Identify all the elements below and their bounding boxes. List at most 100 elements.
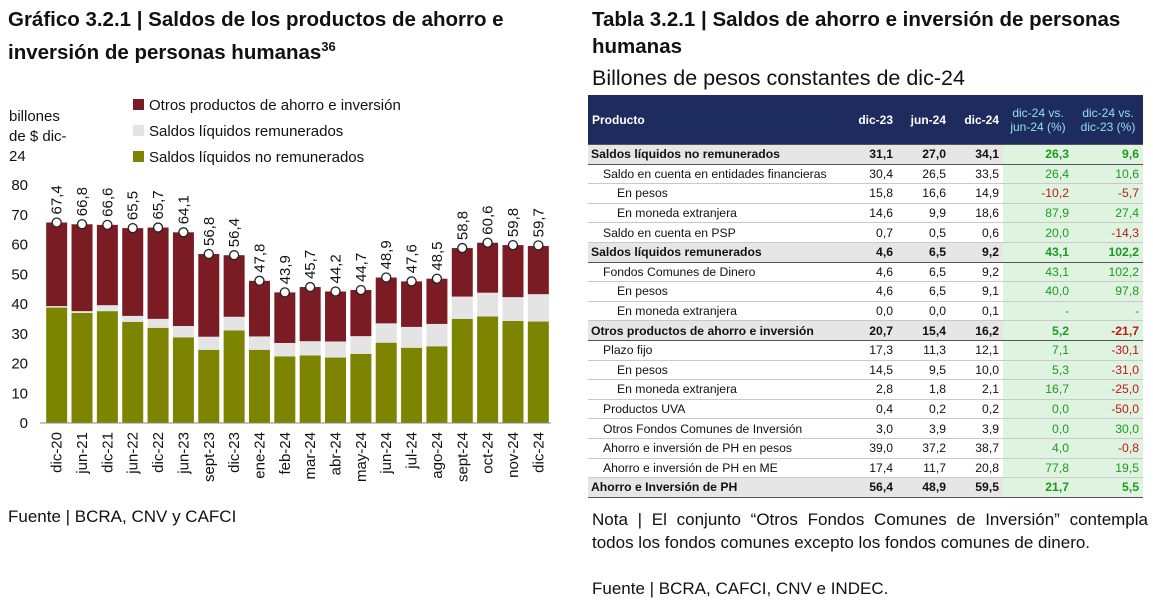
- cell-value: 20,0: [1003, 222, 1073, 243]
- bar-segment: [96, 224, 118, 306]
- x-tick-label: may-24: [353, 432, 370, 482]
- cell-value: 30,4: [843, 164, 897, 185]
- cell-value: 9,2: [950, 262, 1003, 283]
- table-row: Ahorro e inversión de PH en pesos 39,0 37,…: [588, 438, 1143, 459]
- bar-segment: [477, 242, 499, 293]
- table-row: En moneda extranjera 14,6 9,9 18,6 87,9 27,4: [588, 203, 1143, 224]
- bar-segment: [248, 349, 270, 423]
- y-tick-label: 10: [11, 385, 28, 402]
- bar-segment: [426, 278, 448, 324]
- cell-value: 17,4: [843, 458, 897, 479]
- total-label: 44,7: [353, 253, 370, 282]
- cell-value: -0,8: [1073, 438, 1143, 459]
- cell-value: 0,0: [1003, 418, 1073, 439]
- cell-value: -31,0: [1073, 360, 1143, 381]
- cell-value: 14,9: [950, 183, 1003, 204]
- cell-value: 12,1: [950, 340, 1003, 361]
- row-label: En pesos: [588, 360, 843, 381]
- table-subtitle: Billones de pesos constantes de dic-24: [592, 66, 965, 90]
- cell-value: 0,2: [897, 399, 950, 420]
- legend-label: Saldos líquidos no remunerados: [149, 149, 364, 166]
- total-label: 44,2: [328, 254, 345, 283]
- x-tick-label: dic-23: [226, 432, 243, 473]
- x-tick-label: jun-22: [125, 432, 142, 475]
- cell-value: 102,2: [1073, 262, 1143, 283]
- cell-value: 43,1: [1003, 241, 1073, 263]
- cell-value: 3,9: [897, 418, 950, 439]
- total-label: 66,6: [99, 188, 116, 217]
- legend-swatch: [133, 151, 144, 162]
- row-label: Productos UVA: [588, 399, 843, 420]
- bar-segment: [71, 224, 93, 312]
- bar-segment: [274, 356, 296, 423]
- cell-value: 5,2: [1003, 320, 1073, 341]
- cell-value: 16,6: [897, 183, 950, 204]
- cell-value: 9,5: [897, 360, 950, 381]
- bar-segment: [451, 318, 473, 423]
- total-marker: [381, 272, 392, 283]
- cell-value: 0,1: [950, 301, 1003, 322]
- bar-segment: [46, 306, 68, 308]
- y-tick-label: 20: [11, 356, 28, 373]
- table-title: Tabla 3.2.1 | Saldos de ahorro e inversi…: [592, 8, 1121, 58]
- bar-segment: [147, 227, 169, 319]
- column-header: Producto: [588, 95, 843, 145]
- bar-segment: [451, 296, 473, 319]
- bar-segment: [426, 346, 448, 423]
- x-tick-label: sept-24: [454, 432, 471, 482]
- cell-value: 15,4: [897, 320, 950, 341]
- x-tick-label: jun-21: [74, 432, 91, 475]
- total-label: 56,4: [226, 218, 243, 247]
- total-marker: [51, 217, 62, 228]
- table-row: Saldos líquidos no remunerados 31,1 27,0 34…: [588, 144, 1143, 165]
- table-row: Saldo en cuenta en PSP 0,7 0,5 0,6 20,0 -14,3: [588, 222, 1143, 243]
- cell-value: 87,9: [1003, 203, 1073, 224]
- cell-value: -25,0: [1073, 379, 1143, 400]
- cell-value: 31,1: [843, 144, 897, 165]
- cell-value: 4,0: [1003, 438, 1073, 459]
- table-source: Fuente | BCRA, CAFCI, CNV e INDEC.: [592, 579, 889, 598]
- table-row: Otros productos de ahorro e inversión 20,…: [588, 320, 1143, 341]
- cell-value: 10,6: [1073, 164, 1143, 185]
- cell-value: 21,7: [1003, 477, 1073, 498]
- table-row: Ahorro e Inversión de PH 56,4 48,9 59,5 21,7…: [588, 477, 1143, 498]
- y-tick-label: 30: [11, 326, 28, 343]
- bar-segment: [198, 336, 220, 350]
- column-header: dic-23: [843, 95, 897, 145]
- total-marker: [406, 276, 417, 287]
- x-tick-label: dic-21: [99, 432, 116, 473]
- cell-value: 6,5: [897, 241, 950, 263]
- cell-value: 39,0: [843, 438, 897, 459]
- y-tick-label: 60: [11, 237, 28, 254]
- x-tick-label: abr-24: [328, 432, 345, 475]
- table-row: Productos UVA 0,4 0,2 0,2 0,0 -50,0: [588, 399, 1143, 420]
- bar-segment: [223, 255, 245, 317]
- row-label: Saldos líquidos remunerados: [588, 241, 843, 263]
- cell-value: 11,7: [897, 458, 950, 479]
- bar-segment: [527, 245, 549, 295]
- table-note: Nota | El conjunto “Otros Fondos Comunes…: [592, 510, 1148, 552]
- cell-value: 0,7: [843, 222, 897, 243]
- total-label: 65,7: [150, 190, 167, 219]
- y-axis-label: billones de $ dic-24: [9, 108, 67, 165]
- bar-segment: [375, 323, 397, 343]
- bar-segment: [122, 228, 144, 316]
- table-row: En moneda extranjera 2,8 1,8 2,1 16,7 -25,0: [588, 379, 1143, 400]
- total-marker: [254, 275, 265, 286]
- total-label: 45,7: [302, 250, 319, 279]
- bar-segment: [477, 292, 499, 317]
- x-tick-label: jul-24: [404, 432, 421, 470]
- bar-segment: [122, 321, 144, 423]
- total-marker: [152, 222, 164, 233]
- total-label: 56,8: [201, 217, 218, 246]
- cell-value: 30,0: [1073, 418, 1143, 439]
- cell-value: 33,5: [950, 164, 1003, 185]
- cell-value: 0,5: [897, 222, 950, 243]
- total-marker: [355, 284, 367, 296]
- total-label: 66,8: [74, 187, 91, 216]
- column-header: dic-24: [950, 95, 1003, 145]
- bar-segment: [299, 287, 321, 342]
- legend-label: Otros productos de ahorro e inversión: [149, 97, 401, 114]
- bar-segment: [274, 342, 296, 357]
- cell-value: 40,0: [1003, 281, 1073, 302]
